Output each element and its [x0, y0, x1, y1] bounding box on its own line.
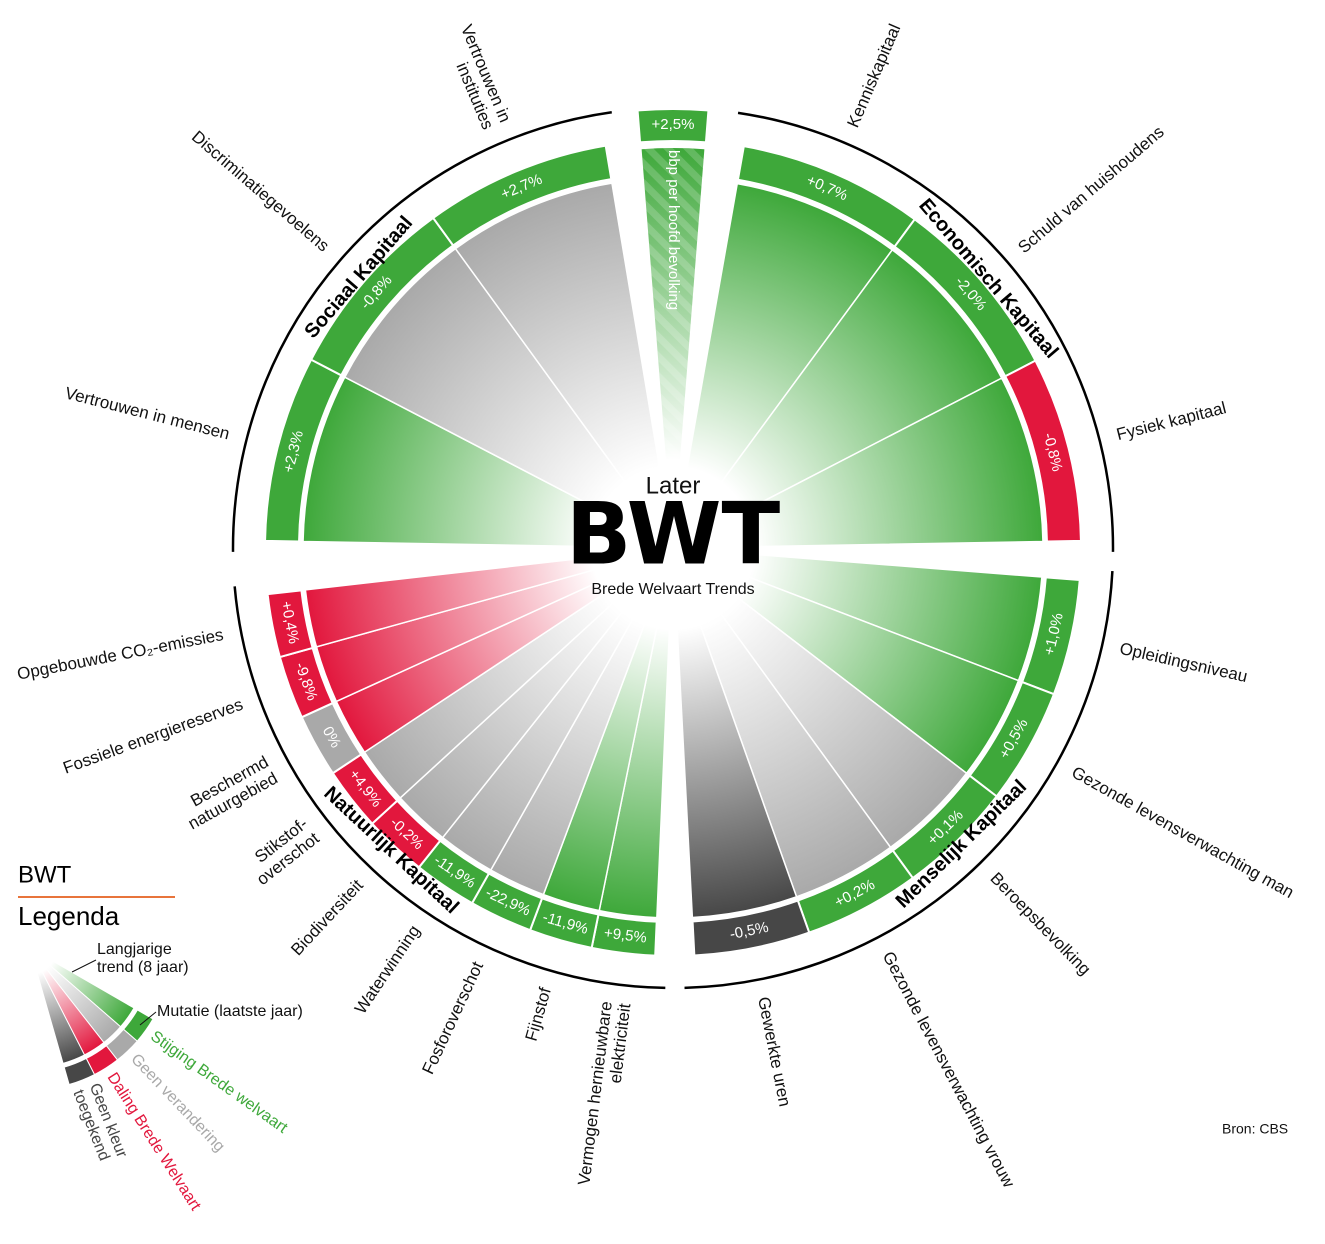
- legend-pointer: [139, 1011, 157, 1026]
- category-label: Schuld van huishoudens: [1014, 122, 1167, 257]
- group-arc: [231, 111, 612, 552]
- legend-title: BWT: [18, 861, 72, 888]
- category-label: Kenniskapitaal: [844, 21, 905, 130]
- category-label-line: Vermogen hernieuwbare: [575, 1000, 616, 1186]
- trend-wedge: [672, 182, 894, 549]
- category-label: Waterwinning: [351, 922, 424, 1017]
- group-arc: [684, 570, 1114, 990]
- value-label: +2,5%: [652, 116, 695, 133]
- legend-band: [63, 1057, 96, 1086]
- category-label: Opleidingsniveau: [1118, 639, 1249, 686]
- legend-trend-label-line: Langjarige: [97, 941, 172, 958]
- trend-wedge: [454, 182, 674, 549]
- category-label: Discriminatiegevoelens: [188, 127, 333, 256]
- category-label: Beroepsbevolking: [987, 869, 1095, 979]
- category-label: Fosforoverschot: [418, 958, 487, 1077]
- category-label: Vermogen hernieuwbareelektriciteit: [575, 1000, 635, 1189]
- title: BWT: [566, 484, 781, 584]
- bbp-hatch: [641, 147, 705, 489]
- trend-wedge: [343, 247, 674, 549]
- legend-subtitle: Legenda: [18, 901, 120, 931]
- group-arc: [233, 586, 666, 990]
- legend-wedge: [29, 947, 86, 1064]
- category-label: Beschermdnatuurgebied: [176, 753, 281, 834]
- subtitle: Brede Welvaart Trends: [591, 581, 754, 598]
- source: Bron: CBS: [1222, 1121, 1288, 1137]
- trend-wedge: [672, 547, 798, 919]
- mutation-band: [638, 110, 708, 142]
- trend-wedge: [302, 376, 674, 549]
- category-label: Gezonde levensverwachting man: [1068, 763, 1297, 902]
- category-label: Fysiek kapitaal: [1114, 398, 1228, 444]
- legend-band-label: Mutatie (laatste jaar): [157, 1003, 303, 1020]
- legend-pointer: [71, 959, 97, 973]
- category-label: Gewerkte uren: [754, 995, 794, 1108]
- mutation-band: [691, 899, 811, 957]
- trend-wedge: [304, 547, 674, 648]
- trend-wedge: [672, 248, 1003, 549]
- mutation-band: [431, 144, 613, 247]
- category-label: Vertrouwen in mensen: [63, 383, 232, 443]
- category-label: Fijnstof: [522, 985, 555, 1043]
- legend-trend-label: Langjarige trend (8 jaar): [97, 941, 189, 976]
- legend-trend-label-line: trend (8 jaar): [97, 959, 189, 976]
- category-label: Gezonde levensverwachting vrouw: [879, 948, 1019, 1191]
- pretitle: Later: [646, 472, 701, 499]
- category-label: Stikstof-overschot: [242, 814, 324, 889]
- bbp-label: bbp per hoofd bevolking: [665, 150, 682, 310]
- mutation-band: [1003, 359, 1082, 543]
- mutation-band: [266, 589, 314, 659]
- group-arc: [737, 111, 1115, 552]
- trend-wedge: [672, 377, 1044, 549]
- category-label: Fossiele energiereserves: [61, 695, 246, 778]
- category-label: Biodiversiteit: [287, 876, 367, 960]
- value-label: +9,5%: [603, 925, 648, 947]
- category-label: Opgebouwde CO₂-emissies: [16, 625, 226, 684]
- category-label: Vertrouwen ininstituties: [439, 22, 514, 132]
